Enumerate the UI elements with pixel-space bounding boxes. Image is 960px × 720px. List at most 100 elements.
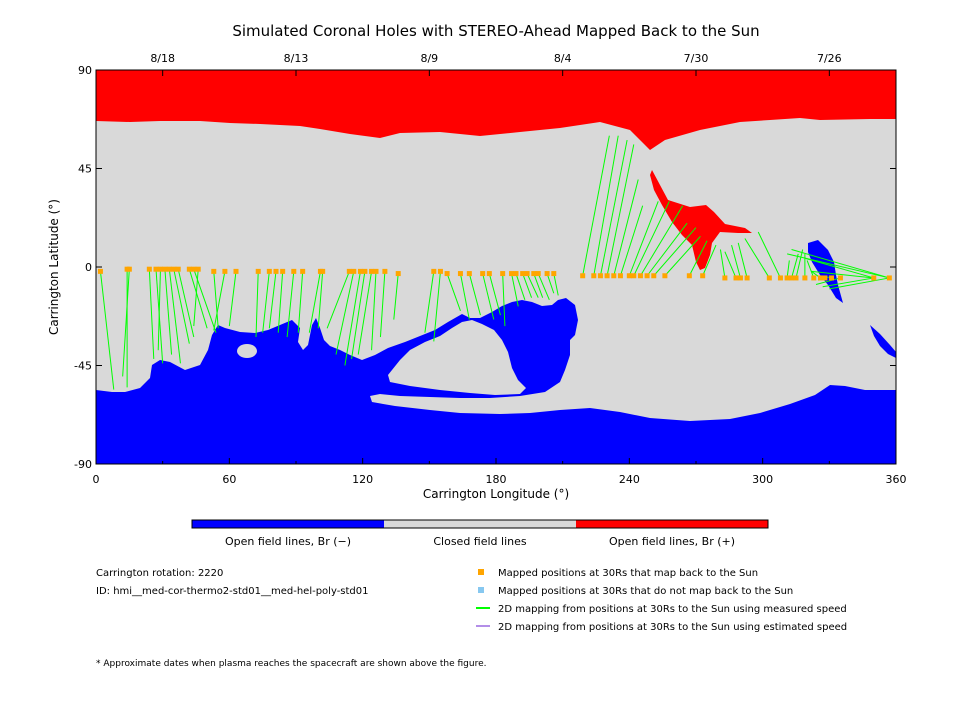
y-tick-label: -90: [74, 458, 92, 471]
positive-polar-hole: [96, 70, 896, 150]
mapping-line: [757, 231, 781, 279]
mapping-line: [213, 271, 219, 329]
mapping-line: [326, 271, 350, 329]
mapping-line: [829, 277, 890, 290]
mapping-line: [511, 273, 519, 307]
mapping-line: [213, 271, 226, 331]
mapped-point: [195, 266, 201, 272]
mapped-point: [524, 271, 530, 277]
mapped-point: [604, 273, 610, 279]
mapping-line: [379, 271, 386, 338]
mapping-line: [357, 271, 373, 355]
mapping-line: [344, 271, 361, 366]
mapping-line: [640, 205, 684, 277]
mapping-line: [582, 135, 610, 276]
footnote: * Approximate dates when plasma reaches …: [96, 659, 487, 669]
mapping-line: [795, 249, 804, 279]
mapping-line: [482, 273, 495, 320]
mapped-point: [509, 271, 515, 277]
mapped-point: [126, 266, 132, 272]
y-tick-label: 45: [78, 163, 92, 176]
mapped-point: [597, 273, 603, 279]
mapped-point: [822, 275, 828, 281]
mapped-point: [431, 268, 437, 274]
y-tick-label: -45: [74, 360, 92, 373]
mapping-line: [806, 260, 815, 279]
mapped-point: [500, 271, 506, 277]
mapped-point: [789, 275, 795, 281]
legend-label-mapped: Mapped positions at 30Rs that map back t…: [498, 568, 758, 579]
mapping-line: [546, 273, 555, 294]
mapping-line: [515, 273, 526, 300]
colorbar-frame: [191, 519, 769, 529]
mapped-point: [662, 273, 668, 279]
mapping-line: [99, 271, 115, 390]
top-date-axis: 8/18 8/13 8/9 8/4 7/30 7/26: [150, 52, 842, 76]
mapping-line: [459, 273, 470, 320]
mapping-line: [664, 236, 701, 277]
mapped-point: [871, 275, 877, 281]
mapped-point: [793, 275, 799, 281]
mapped-point: [457, 271, 463, 277]
mapped-point: [157, 266, 163, 272]
mapping-line: [646, 222, 688, 277]
y-axis-label: Carrington Latitude (°): [47, 199, 61, 335]
mapped-point: [186, 266, 192, 272]
mapping-line: [593, 135, 619, 276]
colorbar-label-positive: Open field lines, Br (+): [609, 535, 735, 548]
mapping-line: [297, 271, 304, 333]
mapped-point: [357, 268, 363, 274]
mapped-point: [837, 275, 843, 281]
x-tick-label: 0: [93, 473, 100, 486]
mapping-line: [719, 249, 726, 279]
mapping-line: [744, 238, 770, 279]
mapped-point: [551, 271, 557, 277]
mapping-line: [811, 270, 874, 279]
mapped-point: [686, 273, 692, 279]
x-axis-label: Carrington Longitude (°): [423, 487, 569, 501]
map-regions: [96, 70, 896, 464]
mapped-point: [320, 268, 326, 274]
closed-island-small: [237, 344, 257, 358]
mapping-line: [502, 273, 506, 327]
mapping-line: [468, 273, 481, 316]
mapped-point: [886, 275, 892, 281]
mapped-points: [97, 266, 892, 281]
mapped-point: [544, 271, 550, 277]
mapped-point: [466, 271, 472, 277]
negative-midlat-hole: [808, 240, 843, 303]
x-tick-label: 240: [619, 473, 640, 486]
mapped-point: [829, 275, 835, 281]
colorbar-closed: [384, 520, 576, 528]
chart-title: Simulated Coronal Holes with STEREO-Ahea…: [232, 22, 759, 40]
mapping-line: [688, 240, 708, 276]
mapped-point: [777, 275, 783, 281]
mapping-line: [606, 144, 635, 276]
mapped-point: [520, 271, 526, 277]
mapped-point: [300, 268, 306, 274]
legend-label-estimated: 2D mapping from positions at 30Rs to the…: [498, 622, 847, 633]
mapping-lines: [99, 135, 890, 390]
mapped-point: [382, 268, 388, 274]
mapping-line: [164, 269, 173, 355]
mapped-point: [737, 275, 743, 281]
legend-label-unmapped: Mapped positions at 30Rs that do not map…: [498, 586, 793, 597]
mapping-line: [286, 271, 295, 338]
mapped-point: [722, 275, 728, 281]
mapped-point: [373, 268, 379, 274]
mapped-point: [700, 273, 706, 279]
mapping-line: [791, 253, 799, 279]
colorbar-negative: [192, 520, 384, 528]
mapped-point: [802, 275, 808, 281]
mapped-point: [395, 271, 401, 277]
mapping-line: [433, 271, 441, 342]
mapped-point: [162, 266, 168, 272]
mapping-line: [737, 242, 748, 279]
x-tick-label: 180: [486, 473, 507, 486]
mapping-line: [193, 269, 199, 327]
mapping-line: [351, 271, 366, 360]
negative-edge-hole: [870, 325, 896, 358]
legend-marker-unmapped: [478, 587, 484, 593]
mapping-line: [633, 201, 670, 276]
date-tick-label: 7/30: [684, 52, 709, 65]
